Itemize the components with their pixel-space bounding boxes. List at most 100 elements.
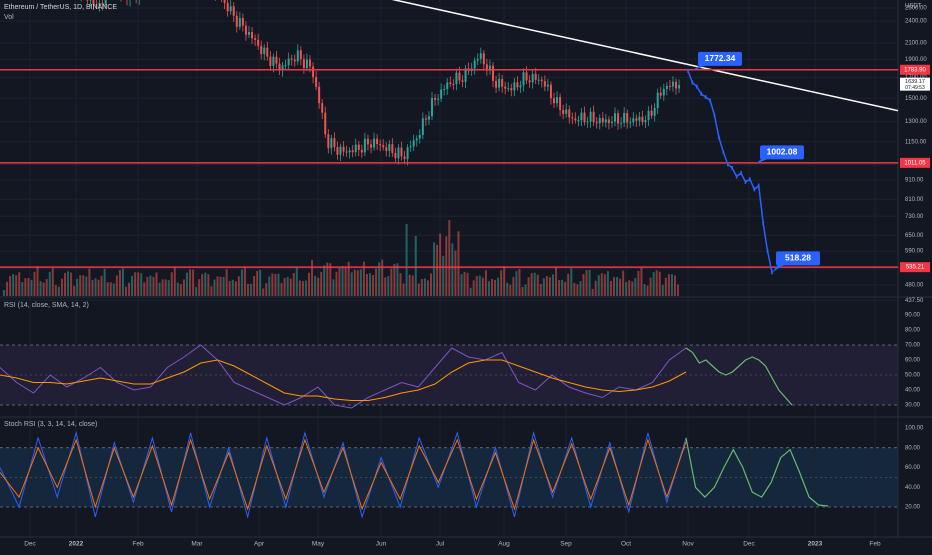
candle-body — [526, 72, 528, 80]
candle-body — [477, 59, 479, 61]
x-tick-label: 2022 — [69, 541, 84, 548]
candle-body — [285, 65, 287, 66]
volume-bar — [253, 276, 255, 296]
volume-bar — [540, 284, 542, 296]
volume-bar — [360, 269, 362, 296]
candle-body — [236, 16, 238, 27]
projection-bar — [700, 92, 702, 96]
volume-bar — [186, 273, 188, 296]
volume-bar — [119, 270, 121, 296]
volume-bar — [149, 275, 151, 296]
volume-bar — [430, 273, 432, 296]
volume-bar — [451, 243, 453, 296]
candle-body — [266, 48, 268, 57]
candle-body — [516, 82, 518, 87]
stoch-tick-label: 40.00 — [905, 485, 921, 491]
candle-body — [629, 122, 631, 123]
projection-bar — [718, 136, 720, 140]
volume-bar — [421, 279, 423, 296]
volume-bar — [152, 277, 154, 296]
candle-body — [404, 156, 406, 159]
volume-bar — [73, 286, 75, 296]
candle-body — [641, 117, 643, 122]
candle-body — [547, 85, 549, 87]
candle-body — [449, 82, 451, 83]
volume-bar — [6, 282, 8, 296]
x-tick-label: Aug — [498, 541, 510, 548]
candle-body — [343, 147, 345, 152]
volume-bar — [271, 273, 273, 296]
candle-body — [443, 89, 445, 90]
candle-body — [672, 82, 674, 87]
volume-bar — [305, 281, 307, 296]
volume-bar — [323, 265, 325, 296]
volume-bar — [183, 279, 185, 296]
volume-label[interactable]: Vol — [4, 14, 14, 21]
candle-body — [550, 85, 552, 99]
rsi-tick-label: 50.00 — [905, 373, 921, 379]
volume-bar — [485, 270, 487, 296]
candle-body — [553, 98, 555, 103]
candle-body — [565, 109, 567, 113]
volume-bar — [37, 266, 39, 296]
volume-bar — [256, 271, 258, 296]
volume-bar — [473, 280, 475, 296]
candle-body — [635, 118, 637, 120]
volume-bar — [189, 269, 191, 296]
candle-body — [437, 99, 439, 100]
x-tick-label: Oct — [621, 541, 631, 548]
candle-body — [523, 72, 525, 85]
x-tick-label: Jun — [376, 541, 387, 548]
candle-body — [321, 103, 323, 113]
candle-body — [507, 88, 509, 89]
projection-bar — [762, 221, 764, 225]
candle-body — [275, 57, 277, 64]
candle-body — [227, 3, 229, 11]
volume-bar — [436, 245, 438, 296]
candle-body — [660, 93, 662, 96]
candle-body — [535, 74, 537, 80]
price-tick-label: 650.00 — [905, 233, 924, 239]
rsi-indicator-label[interactable]: RSI (14, close, SMA, 14, 2) — [4, 302, 89, 309]
price-tick-label: 1150.00 — [905, 139, 927, 145]
candle-body — [474, 61, 476, 69]
volume-bar — [494, 280, 496, 296]
candle-body — [675, 82, 677, 89]
volume-bar — [619, 279, 621, 296]
volume-bar — [454, 250, 456, 296]
volume-bar — [387, 276, 389, 296]
candle-body — [373, 139, 375, 148]
volume-bar — [58, 287, 60, 296]
candle-body — [580, 113, 582, 121]
volume-bar — [64, 273, 66, 296]
volume-bar — [156, 273, 158, 296]
candle-body — [584, 113, 586, 123]
volume-bar — [241, 270, 243, 296]
volume-bar — [95, 278, 97, 296]
volume-bar — [168, 280, 170, 296]
stoch-rsi-indicator-label[interactable]: Stoch RSI (3, 3, 14, 14, close) — [4, 421, 97, 428]
volume-bar — [369, 273, 371, 296]
candle-body — [327, 134, 329, 148]
candle-body — [364, 139, 366, 153]
candle-body — [254, 38, 256, 40]
volume-bar — [247, 284, 249, 296]
x-tick-label: 2023 — [808, 541, 823, 548]
volume-bar — [412, 276, 414, 296]
stoch-tick-label: 100.00 — [905, 426, 924, 432]
candle-body — [407, 147, 409, 159]
candle-body — [623, 113, 625, 123]
symbol-title[interactable]: Ethereum / TetherUS, 1D, BINANCE — [4, 4, 117, 11]
candle-body — [428, 116, 430, 119]
projection-bar — [687, 69, 689, 73]
volume-bar — [567, 274, 569, 296]
volume-bar — [558, 280, 560, 296]
candle-body — [602, 118, 604, 122]
candle-body — [422, 118, 424, 135]
candle-body — [397, 148, 399, 159]
candle-body — [663, 89, 665, 96]
volume-bar — [27, 278, 29, 296]
candle-body — [529, 80, 531, 82]
volume-bar — [67, 271, 69, 296]
